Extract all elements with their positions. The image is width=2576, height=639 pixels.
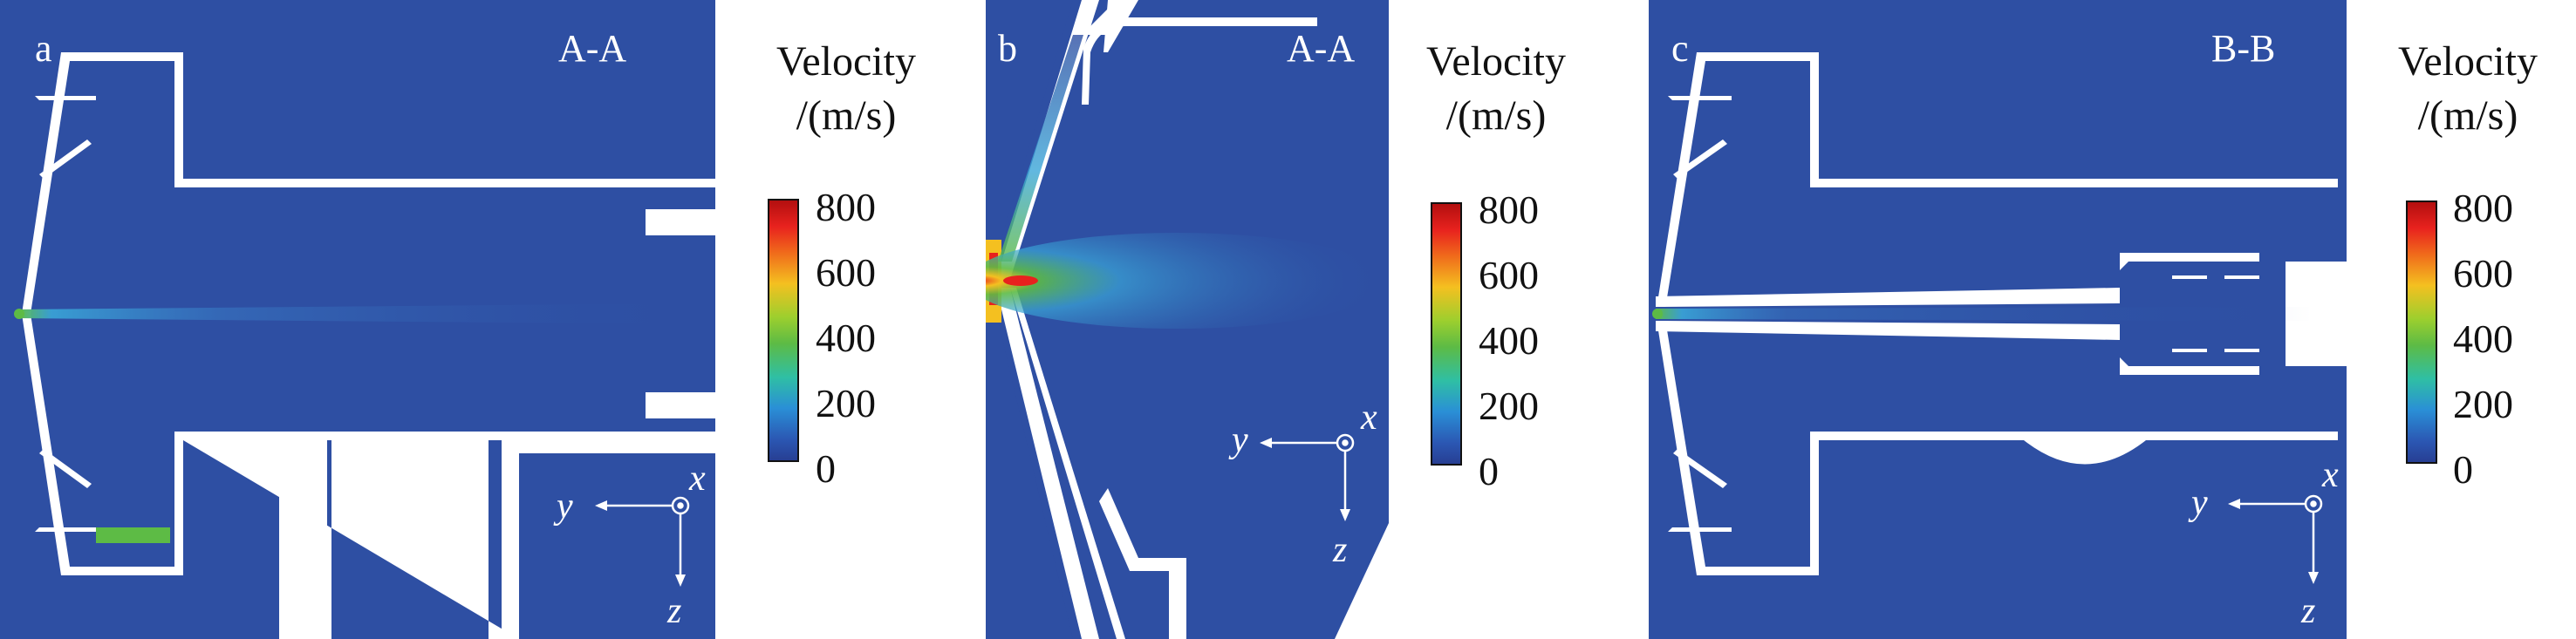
fins-a	[35, 96, 96, 532]
axis-label-x-b: x	[1361, 398, 1377, 438]
legend-title-line1-a: Velocity	[776, 38, 916, 85]
tick-800-a: 800	[816, 185, 876, 229]
legend-title-line2-c: /(m/s)	[2417, 92, 2518, 139]
tick-0-c: 0	[2453, 447, 2473, 492]
legend-title-line2-b: /(m/s)	[1445, 92, 1547, 139]
tick-600-a: 600	[816, 250, 876, 295]
panel-c: c B-B y x z Velocity /(m/s) 800 600 400 …	[1649, 0, 2576, 639]
velocity-field-b	[986, 0, 1596, 639]
panel-letter-a: a	[35, 27, 52, 70]
axis-label-y-b: y	[1232, 420, 1248, 460]
velocity-field-c	[1649, 0, 2347, 639]
axis-triad-c	[2235, 494, 2323, 577]
jet-plume-a	[17, 303, 698, 324]
panel-letter-c: c	[1671, 27, 1689, 70]
tick-400-c: 400	[2453, 316, 2513, 361]
tick-800-c: 800	[2453, 186, 2513, 230]
geometry-gaps-a	[22, 0, 960, 639]
tick-400-a: 400	[816, 316, 876, 360]
legend-title-line1-c: Velocity	[2398, 38, 2538, 85]
tick-400-b: 400	[1479, 318, 1539, 363]
tick-200-c: 200	[2453, 382, 2513, 426]
axis-triad-b	[1267, 433, 1355, 514]
tick-600-c: 600	[2453, 251, 2513, 296]
fins-c	[1668, 96, 1732, 532]
tick-800-b: 800	[1479, 187, 1539, 232]
legend-title-line2-a: /(m/s)	[796, 92, 897, 139]
tick-200-b: 200	[1479, 384, 1539, 428]
legend-title-c: Velocity /(m/s)	[2360, 35, 2576, 143]
axis-label-y-a: y	[557, 486, 573, 527]
axis-label-z-a: z	[667, 591, 682, 631]
panel-b: b A-A y x z Velocity /(m/s) 800 600 400 …	[986, 0, 1596, 639]
legend-title-a: Velocity /(m/s)	[733, 35, 960, 143]
axis-label-x-a: x	[689, 459, 706, 499]
colorbar-a	[768, 199, 799, 462]
section-label-a: A-A	[558, 27, 627, 70]
axis-triad-a	[602, 496, 690, 580]
axis-label-z-c: z	[2301, 591, 2316, 631]
colorbar-b	[1431, 202, 1462, 466]
tick-0-b: 0	[1479, 449, 1499, 493]
jet-plume-c	[1656, 307, 2312, 321]
axis-label-x-c: x	[2322, 455, 2339, 495]
jet-plume-b	[986, 233, 1387, 329]
panel-a: a A-A y x z Velocity /(m/s) 800 600 400 …	[0, 0, 960, 639]
legend-title-line1-b: Velocity	[1426, 38, 1566, 85]
section-label-b: A-A	[1287, 27, 1356, 70]
axis-label-y-c: y	[2191, 483, 2208, 523]
legend-title-b: Velocity /(m/s)	[1396, 35, 1596, 143]
panel-letter-b: b	[998, 27, 1017, 70]
colorbar-c	[2406, 201, 2437, 464]
tick-0-a: 0	[816, 446, 836, 491]
velocity-field-a	[0, 0, 960, 639]
tick-200-a: 200	[816, 381, 876, 425]
axis-label-z-b: z	[1333, 530, 1348, 570]
green-flow-a	[96, 527, 170, 543]
tick-600-b: 600	[1479, 253, 1539, 297]
section-label-c: B-B	[2211, 27, 2276, 70]
